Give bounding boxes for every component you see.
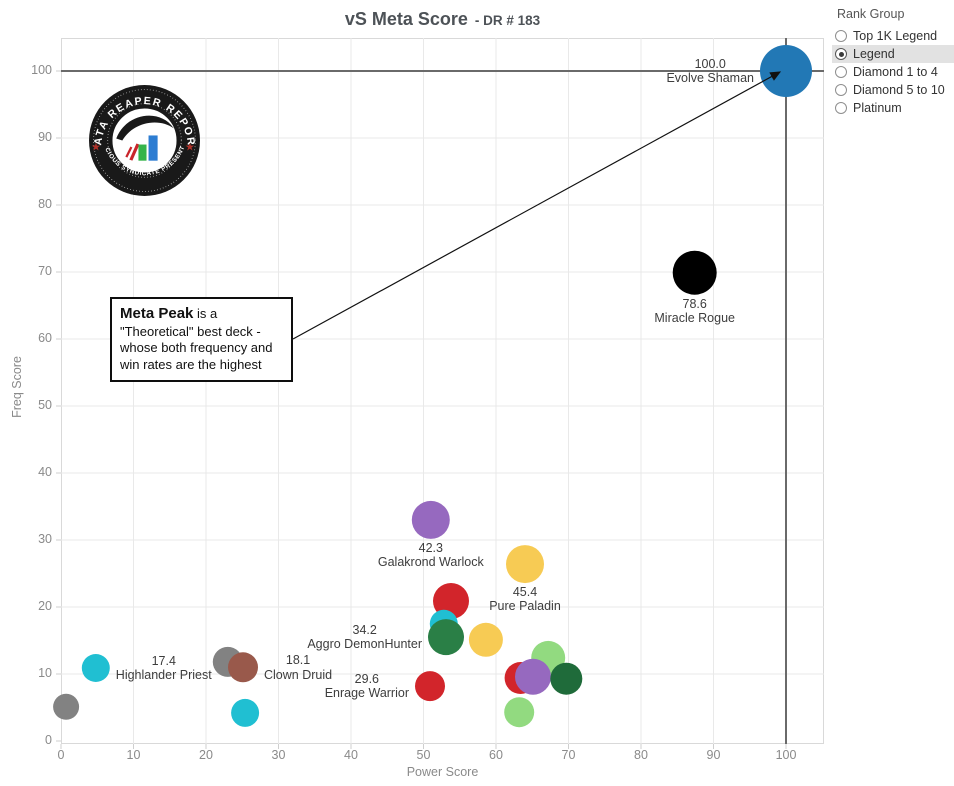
x-tick-label: 20 bbox=[199, 748, 213, 762]
rank-group-filter: Rank Group Top 1K Legend Legend Diamond 1 … bbox=[832, 0, 954, 117]
y-tick-label: 30 bbox=[38, 532, 52, 546]
bubble[interactable] bbox=[231, 698, 260, 727]
y-axis-title: Freq Score bbox=[10, 356, 24, 418]
x-tick-label: 40 bbox=[344, 748, 358, 762]
x-tick-label: 60 bbox=[489, 748, 503, 762]
point-label-galakrond-warlock: 42.3 Galakrond Warlock bbox=[377, 540, 484, 570]
bubble[interactable] bbox=[515, 658, 551, 695]
x-tick-label: 90 bbox=[706, 748, 721, 762]
annotation-arrow bbox=[292, 71, 782, 340]
rank-group-options: Top 1K Legend Legend Diamond 1 to 4 Diamond… bbox=[832, 27, 954, 117]
x-tick-label: 10 bbox=[126, 748, 141, 762]
point-label-clown-druid: 18.1 Clown Druid bbox=[264, 653, 333, 682]
radio-icon[interactable] bbox=[835, 102, 847, 114]
point-label-pure-paladin: 45.4 Pure Paladin bbox=[489, 585, 561, 614]
bubble-pure-paladin[interactable] bbox=[506, 545, 544, 584]
x-tick-label: 70 bbox=[561, 748, 576, 762]
bubble[interactable] bbox=[468, 622, 503, 657]
point-label-highlander-priest: 17.4 Highlander Priest bbox=[115, 653, 212, 682]
plot-area: ★ ★ DATA REAPER REPORT VICIOUS SYNDICATE… bbox=[10, 38, 824, 779]
logo-scythe-icon bbox=[116, 115, 174, 141]
rank-option-diamond-1-to-4[interactable]: Diamond 1 to 4 bbox=[832, 63, 954, 81]
y-tick-label: 90 bbox=[38, 130, 52, 144]
y-tick-label: 20 bbox=[38, 599, 52, 613]
rank-option-legend[interactable]: Legend bbox=[832, 45, 954, 63]
logo-star-right-icon: ★ bbox=[185, 142, 195, 154]
plot-border bbox=[61, 38, 824, 744]
point-label-miracle-rogue: 78.6 Miracle Rogue bbox=[654, 296, 735, 325]
annotation-line: "Theoretical" best deck - bbox=[120, 323, 261, 339]
y-tick-label: 0 bbox=[45, 733, 52, 747]
logo-bar-chart-icon bbox=[125, 135, 158, 161]
x-tick-label: 50 bbox=[416, 748, 431, 762]
radio-icon[interactable] bbox=[835, 66, 847, 78]
radio-icon[interactable] bbox=[835, 30, 847, 42]
data-reaper-report-logo: ★ ★ DATA REAPER REPORT VICIOUS SYNDICATE… bbox=[83, 75, 201, 197]
rank-option-label: Diamond 5 to 10 bbox=[853, 83, 945, 97]
bubble-miracle-rogue[interactable] bbox=[672, 250, 717, 295]
radio-icon[interactable] bbox=[835, 84, 847, 96]
rank-option-top-1k-legend[interactable]: Top 1K Legend bbox=[832, 27, 954, 45]
x-tick-label: 0 bbox=[57, 748, 65, 762]
y-tick-label: 60 bbox=[38, 331, 52, 345]
radio-selected-icon[interactable] bbox=[835, 48, 847, 60]
y-tick-label: 10 bbox=[38, 666, 52, 680]
annotation-bold-term: Meta Peak bbox=[120, 305, 194, 322]
y-tick-label: 70 bbox=[38, 264, 52, 278]
annotation-line: win rates are the highest bbox=[120, 357, 262, 373]
rank-group-title: Rank Group bbox=[837, 7, 905, 21]
y-tick-label: 50 bbox=[38, 398, 52, 412]
chart-title-report-number: - DR # 183 bbox=[474, 13, 541, 28]
rank-option-label: Top 1K Legend bbox=[853, 29, 938, 43]
bubble-galakrond-warlock[interactable] bbox=[411, 500, 450, 539]
rank-option-label: Legend bbox=[853, 47, 895, 61]
rank-option-platinum[interactable]: Platinum bbox=[832, 99, 954, 117]
bubble[interactable] bbox=[504, 697, 535, 728]
bubble-aggro-demonhunter[interactable] bbox=[428, 619, 464, 656]
point-label-aggro-demonhunter: 34.2 Aggro DemonHunter bbox=[307, 622, 422, 652]
point-label-enrage-warrior: 29.6 Enrage Warrior bbox=[324, 671, 409, 701]
bubble-clown-druid[interactable] bbox=[228, 652, 258, 683]
logo-star-left-icon: ★ bbox=[91, 142, 101, 154]
x-tick-label: 80 bbox=[634, 748, 648, 762]
bubble[interactable] bbox=[53, 693, 80, 720]
y-tick-label: 40 bbox=[38, 465, 52, 479]
x-tick-label: 100 bbox=[775, 748, 797, 762]
bubble-enrage-warrior[interactable] bbox=[415, 671, 445, 702]
point-label-evolve-shaman: 100.0 Evolve Shaman bbox=[666, 56, 754, 85]
rank-option-label: Diamond 1 to 4 bbox=[853, 65, 938, 79]
bubble-evolve-shaman[interactable] bbox=[760, 45, 812, 97]
annotation-line: Meta Peak is a bbox=[120, 305, 218, 322]
rank-option-label: Platinum bbox=[853, 101, 902, 115]
meta-peak-annotation: Meta Peak is a "Theoretical" best deck -… bbox=[110, 297, 293, 383]
y-tick-label: 80 bbox=[38, 197, 52, 211]
y-tick-label: 100 bbox=[31, 63, 52, 77]
bubble[interactable] bbox=[550, 662, 583, 695]
x-tick-label: 30 bbox=[271, 748, 286, 762]
annotation-line: whose both frequency and bbox=[120, 340, 273, 356]
rank-option-diamond-5-to-10[interactable]: Diamond 5 to 10 bbox=[832, 81, 954, 99]
chart-title: vS Meta Score - DR # 183 bbox=[61, 9, 824, 30]
x-axis-title: Power Score bbox=[406, 765, 479, 779]
bubble-highlander-priest[interactable] bbox=[81, 654, 110, 682]
chart-title-main: vS Meta Score bbox=[344, 9, 468, 29]
